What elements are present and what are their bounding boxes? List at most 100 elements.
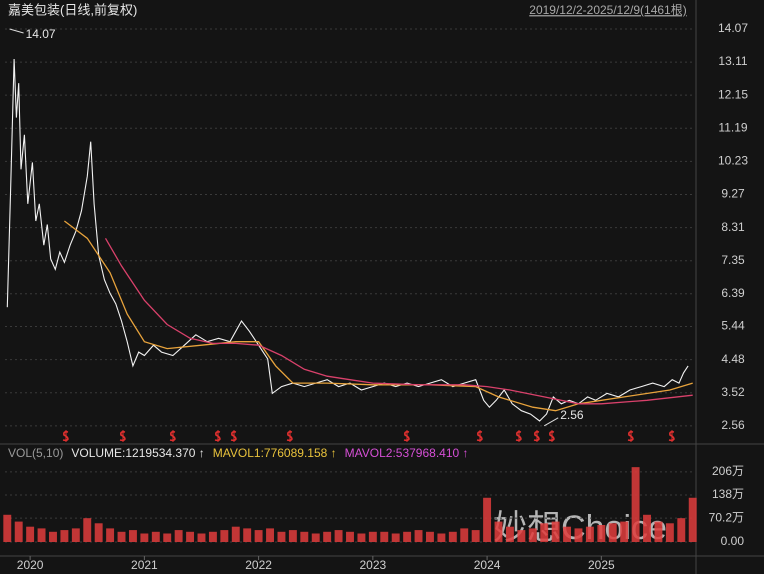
y-tick-label: 7.35 <box>721 253 745 267</box>
volume-bar <box>620 521 629 542</box>
volume-bar <box>60 530 69 542</box>
volume-bar <box>3 514 12 542</box>
volume-bar <box>403 531 412 542</box>
volume-bar <box>346 531 354 542</box>
x-tick-label: 2022 <box>245 558 272 572</box>
volume-bar <box>26 526 35 542</box>
volume-bar <box>391 533 400 542</box>
y-tick-label: 70.2万 <box>709 510 744 524</box>
annotation-arrow <box>9 28 24 34</box>
volume-bar <box>357 533 366 542</box>
volume-bar <box>300 531 309 542</box>
volume-bar <box>654 521 663 542</box>
volume-bar <box>117 531 126 542</box>
volume-bar <box>688 497 697 542</box>
volume-bar <box>277 531 286 542</box>
volume-bar <box>140 533 149 542</box>
volume-bar <box>266 528 274 542</box>
volume-bar <box>323 531 332 542</box>
volume-bar <box>494 521 503 542</box>
volume-bar <box>243 528 252 542</box>
y-tick-label: 11.19 <box>718 120 747 134</box>
volume-bar <box>254 530 263 542</box>
volume-bar <box>186 531 195 542</box>
y-tick-label: 206万 <box>712 464 744 478</box>
volume-bar <box>334 530 343 542</box>
volume-bar <box>505 526 514 542</box>
volume-bar <box>585 526 594 542</box>
x-tick-label: 2020 <box>17 558 44 572</box>
y-tick-label: 138万 <box>712 487 744 501</box>
volume-bar <box>151 531 160 542</box>
volume-bar <box>288 530 297 542</box>
y-tick-label: 13.11 <box>718 54 747 68</box>
volume-bar <box>94 523 103 542</box>
price-line <box>6 58 689 422</box>
volume-bar <box>174 530 183 542</box>
volume-bar <box>83 518 92 542</box>
volume-bar <box>106 528 115 542</box>
y-tick-label: 10.23 <box>718 154 748 168</box>
y-tick-label: 3.52 <box>721 385 745 399</box>
volume-bar <box>574 528 583 542</box>
volume-bar <box>631 467 640 542</box>
legend-entry: VOLUME:1219534.370 ↑ <box>71 446 205 460</box>
volume-bar <box>448 531 457 542</box>
volume-bar <box>677 518 686 542</box>
volume-bar <box>517 530 526 542</box>
x-tick-label: 2024 <box>474 558 501 572</box>
volume-bar <box>437 533 446 542</box>
volume-bar <box>460 528 469 542</box>
volume-bar <box>37 528 46 542</box>
legend-entry: MAVOL1:776089.158 ↑ <box>212 446 337 460</box>
volume-bar <box>49 531 57 542</box>
volume-bar <box>163 533 172 542</box>
x-tick-label: 2023 <box>359 558 386 572</box>
date-range[interactable]: 2019/12/2-2025/12/9(1461根) <box>529 3 686 17</box>
price-line <box>64 220 693 412</box>
y-tick-label: 8.31 <box>721 220 745 234</box>
volume-bar <box>197 533 206 542</box>
volume-bar <box>14 521 23 542</box>
annotation-label: 14.07 <box>26 27 56 41</box>
volume-bar <box>380 531 389 542</box>
y-tick-label: 14.07 <box>718 21 748 35</box>
volume-bar <box>563 526 572 542</box>
price-line <box>104 237 693 405</box>
volume-bar <box>665 523 674 542</box>
x-tick-label: 2021 <box>131 558 158 572</box>
volume-bar <box>231 526 240 542</box>
volume-bar <box>483 497 492 542</box>
volume-bar <box>597 524 606 542</box>
y-tick-label: 6.39 <box>721 286 745 300</box>
volume-bar <box>128 530 137 542</box>
volume-bar <box>208 531 217 542</box>
volume-bar <box>311 533 320 542</box>
volume-bar <box>426 531 434 542</box>
y-tick-label: 12.15 <box>718 87 748 101</box>
y-tick-label: 4.48 <box>721 352 745 366</box>
legend-entry: MAVOL2:537968.410 ↑ <box>344 446 469 460</box>
volume-bar <box>368 531 377 542</box>
volume-bar <box>471 530 480 542</box>
annotation-label: 2.56 <box>560 408 584 422</box>
volume-bar <box>528 528 537 542</box>
volume-bar <box>643 514 651 542</box>
y-tick-label: 9.27 <box>721 187 745 201</box>
y-tick-label: 2.56 <box>721 418 745 432</box>
y-tick-label: 5.44 <box>721 319 745 333</box>
volume-bar <box>608 523 617 542</box>
signal-markers <box>62 430 675 442</box>
volume-legend: VOL(5,10) VOLUME:1219534.370 ↑ MAVOL1:7760… <box>8 446 469 460</box>
volume-bar <box>414 530 423 542</box>
volume-bar <box>71 528 80 542</box>
annotation-arrow <box>543 417 559 427</box>
legend-entry: VOL(5,10) <box>8 446 64 460</box>
title: 嘉美包装(日线,前复权) <box>8 2 137 17</box>
volume-bar <box>540 523 549 542</box>
y-tick-label: 0.00 <box>721 534 745 548</box>
x-tick-label: 2025 <box>588 558 615 572</box>
volume-bar <box>551 521 560 542</box>
